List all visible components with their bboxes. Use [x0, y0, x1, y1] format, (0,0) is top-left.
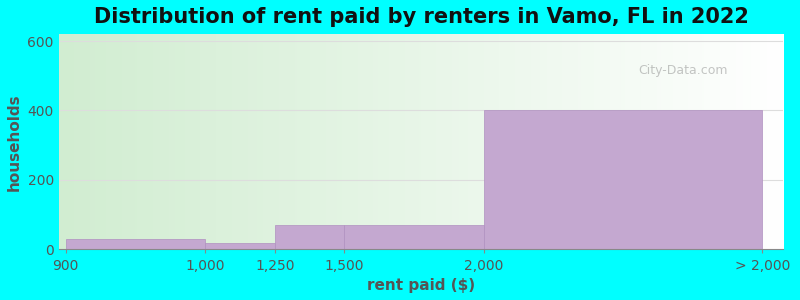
Text: City-Data.com: City-Data.com [638, 64, 728, 77]
Bar [205, 242, 274, 250]
Bar [66, 239, 205, 250]
Bar [344, 225, 484, 250]
X-axis label: rent paid ($): rent paid ($) [367, 278, 475, 293]
Y-axis label: households: households [7, 93, 22, 190]
Title: Distribution of rent paid by renters in Vamo, FL in 2022: Distribution of rent paid by renters in … [94, 7, 749, 27]
Bar [274, 225, 344, 250]
Bar [484, 110, 762, 250]
